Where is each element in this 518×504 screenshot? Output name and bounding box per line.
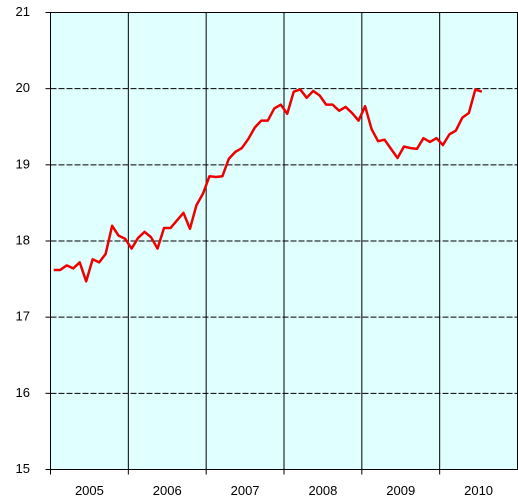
- y-tick-label: 18: [16, 232, 30, 247]
- y-tick-label: 20: [16, 80, 30, 95]
- x-tick-label: 2009: [386, 483, 415, 498]
- x-tick-label: 2010: [464, 483, 493, 498]
- y-tick-label: 16: [16, 385, 30, 400]
- x-tick-label: 2007: [231, 483, 260, 498]
- y-tick-label: 21: [16, 4, 30, 19]
- data-line: [53, 88, 483, 283]
- y-tick-label: 17: [16, 309, 30, 324]
- x-tick-label: 2008: [308, 483, 337, 498]
- y-tick-label: 15: [16, 461, 30, 476]
- x-tick-label: 2005: [75, 483, 104, 498]
- x-tick-label: 2006: [153, 483, 182, 498]
- y-tick-label: 19: [16, 156, 30, 171]
